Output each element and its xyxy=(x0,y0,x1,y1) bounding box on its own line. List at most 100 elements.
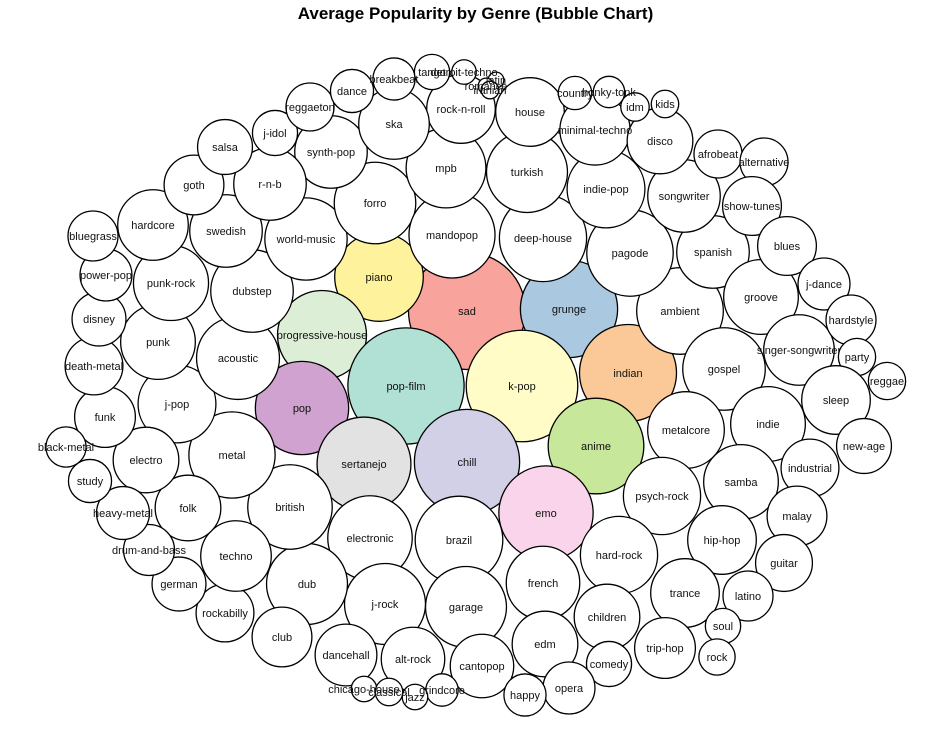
bubble-k-pop xyxy=(465,329,579,443)
bubble-label-spanish: spanish xyxy=(694,247,732,259)
bubble-label-grindcore: grindcore xyxy=(419,685,465,697)
bubble-label-edm: edm xyxy=(534,639,555,651)
bubble-label-chicago-house: chicago-house xyxy=(328,684,400,696)
bubble-label-latin: latin xyxy=(486,75,506,87)
bubble-label-heavy-metal: heavy-metal xyxy=(93,508,153,520)
bubble-iranian xyxy=(480,80,500,100)
bubble-label-garage: garage xyxy=(449,602,483,614)
bubble-label-hard-rock: hard-rock xyxy=(596,550,643,562)
bubble-dance xyxy=(329,68,375,114)
bubble-label-pop: pop xyxy=(293,403,311,415)
bubble-label-black-metal: black-metal xyxy=(38,442,94,454)
bubble-label-metal: metal xyxy=(219,450,246,462)
bubble-label-new-age: new-age xyxy=(843,441,885,453)
bubble-label-country: country xyxy=(557,88,594,100)
bubble-label-reggae: reggae xyxy=(870,376,904,388)
bubble-swedish xyxy=(189,194,263,268)
bubble-label-german: german xyxy=(160,579,197,591)
bubble-label-breakbeat: breakbeat xyxy=(370,74,419,86)
bubble-label-goth: goth xyxy=(183,180,204,192)
bubble-label-study: study xyxy=(77,476,104,488)
bubble-label-idm: idm xyxy=(626,102,644,114)
chart-title: Average Popularity by Genre (Bubble Char… xyxy=(297,4,654,23)
bubble-label-grunge: grunge xyxy=(552,304,586,316)
labels-layer: sad grunge piano progressive-house pop-film k… xyxy=(38,67,904,704)
bubble-label-piano: piano xyxy=(366,272,393,284)
bubble-label-indian: indian xyxy=(613,368,642,380)
bubble-label-gospel: gospel xyxy=(708,364,740,376)
bubble-forro xyxy=(333,161,417,245)
bubble-label-metalcore: metalcore xyxy=(662,425,710,437)
bubble-cantopop xyxy=(449,633,515,699)
bubble-reggaeton xyxy=(285,82,335,132)
bubble-latino xyxy=(722,570,774,622)
bubble-label-cantopop: cantopop xyxy=(459,661,504,673)
bubble-label-samba: samba xyxy=(724,477,758,489)
bubble-label-iranian: iranian xyxy=(473,85,506,97)
bubble-label-electro: electro xyxy=(129,455,162,467)
bubble-label-comedy: comedy xyxy=(590,659,629,671)
bubble-sleep xyxy=(801,365,871,435)
bubble-label-dancehall: dancehall xyxy=(322,650,369,662)
bubble-country xyxy=(557,75,593,111)
bubble-guitar xyxy=(754,533,814,593)
bubble-label-electronic: electronic xyxy=(346,533,394,545)
bubble-label-guitar: guitar xyxy=(770,558,798,570)
bubble-label-swedish: swedish xyxy=(206,226,246,238)
bubble-drum-and-bass xyxy=(122,523,176,577)
bubble-salsa xyxy=(196,118,254,176)
bubble-label-funk: funk xyxy=(95,412,116,424)
bubble-label-synth-pop: synth-pop xyxy=(307,147,355,159)
bubble-honky-tonk xyxy=(592,75,626,109)
bubble-label-punk-rock: punk-rock xyxy=(147,278,196,290)
bubble-label-chill: chill xyxy=(458,457,477,469)
bubble-label-techno: techno xyxy=(219,551,252,563)
bubble-label-acoustic: acoustic xyxy=(218,353,259,365)
bubble-label-j-rock: j-rock xyxy=(371,599,399,611)
bubble-label-dubstep: dubstep xyxy=(232,286,271,298)
bubble-label-classical: classical xyxy=(368,687,410,699)
bubble-label-dub: dub xyxy=(298,579,316,591)
bubble-label-drum-and-bass: drum-and-bass xyxy=(112,545,186,557)
bubble-label-jazz: jazz xyxy=(404,692,425,704)
bubble-hardcore xyxy=(117,189,189,261)
bubble-label-sleep: sleep xyxy=(823,395,849,407)
bubble-label-psych-rock: psych-rock xyxy=(635,491,689,503)
bubble-label-house: house xyxy=(515,107,545,119)
bubble-label-r-n-b: r-n-b xyxy=(258,179,281,191)
bubble-detroit-techno xyxy=(451,59,477,85)
bubble-label-blues: blues xyxy=(774,241,801,253)
bubble-label-show-tunes: show-tunes xyxy=(724,201,781,213)
bubble-label-emo: emo xyxy=(535,508,556,520)
bubble-trip-hop xyxy=(633,616,697,680)
bubble-label-world-music: world-music xyxy=(276,234,336,246)
bubble-label-french: french xyxy=(528,578,559,590)
bubble-idm xyxy=(620,92,650,122)
bubble-bluegrass xyxy=(67,210,119,262)
bubble-label-mpb: mpb xyxy=(435,163,456,175)
bubble-label-rockabilly: rockabilly xyxy=(202,608,248,620)
bubble-electro xyxy=(112,426,180,494)
bubble-new-age xyxy=(835,417,893,475)
bubble-label-party: party xyxy=(845,352,870,364)
bubble-label-forro: forro xyxy=(364,198,387,210)
bubble-label-indie-pop: indie-pop xyxy=(583,184,628,196)
bubbles-layer xyxy=(45,53,907,717)
bubble-dancehall xyxy=(314,623,378,687)
bubble-label-hip-hop: hip-hop xyxy=(704,535,741,547)
bubble-label-dance: dance xyxy=(337,86,367,98)
bubble-blues xyxy=(756,215,818,277)
bubble-anime xyxy=(547,397,645,495)
bubble-label-pop-film: pop-film xyxy=(386,381,425,393)
bubble-british xyxy=(247,464,333,550)
bubble-folk xyxy=(154,474,222,542)
bubble-kids xyxy=(650,89,680,119)
bubble-classical xyxy=(374,677,404,707)
bubble-label-romance: romance xyxy=(465,81,508,93)
bubble-label-afrobeat: afrobeat xyxy=(698,149,738,161)
bubble-hip-hop xyxy=(687,505,757,575)
bubble-label-alternative: alternative xyxy=(739,157,790,169)
bubble-comedy xyxy=(585,640,633,688)
bubble-label-hardstyle: hardstyle xyxy=(829,315,874,327)
bubble-techno xyxy=(200,520,272,592)
